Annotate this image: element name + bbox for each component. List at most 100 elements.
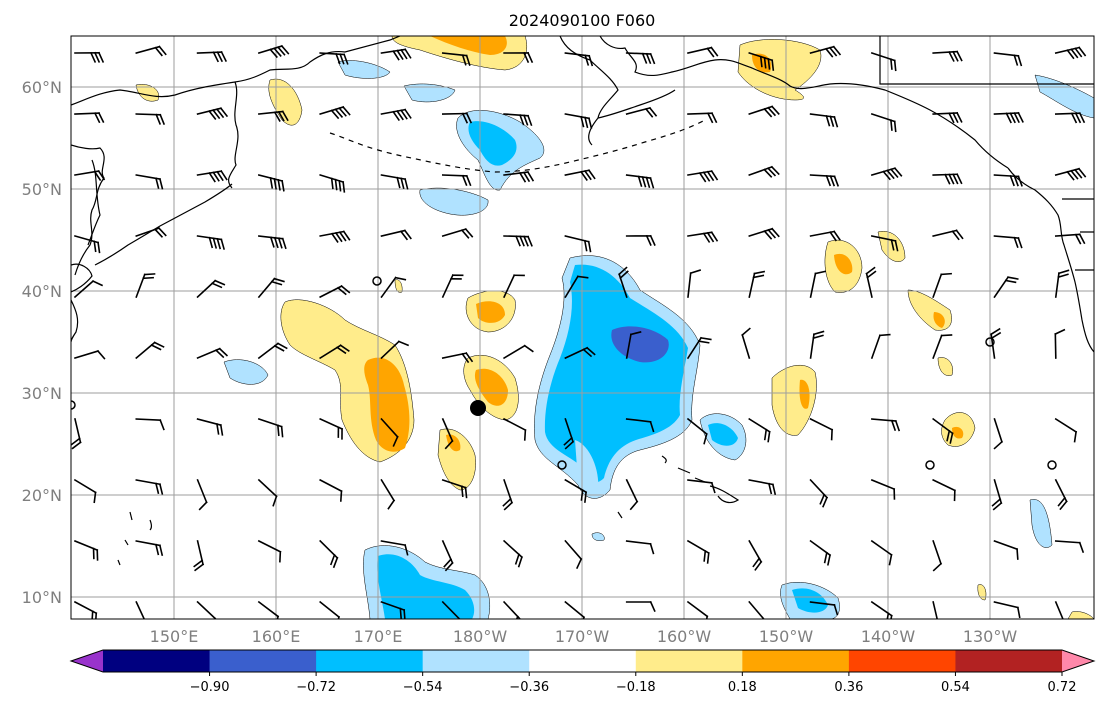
negative-anomaly-patch (223, 359, 269, 385)
lon-label: 150°E (150, 627, 199, 646)
wind-barb (687, 46, 719, 58)
coastline-alaska (599, 36, 1009, 169)
wind-barb (809, 478, 829, 508)
positive-anomaly-patch-core (476, 301, 505, 323)
negative-anomaly-central-core (611, 326, 669, 363)
wind-barb (135, 540, 164, 556)
lon-label: 160°W (657, 627, 712, 646)
wind-barb (196, 235, 225, 250)
coastline-aleutians (329, 119, 706, 173)
positive-anomaly-patch-core (474, 368, 508, 406)
wind-barb (741, 327, 751, 359)
positive-anomaly-patch (135, 84, 160, 102)
wind-barb (932, 50, 963, 62)
wind-barb (319, 417, 344, 440)
wind-barb (932, 111, 963, 124)
wind-barb (625, 174, 655, 189)
wind-barb (1054, 328, 1066, 359)
lat-label: 40°N (22, 282, 62, 301)
wind-barb (687, 269, 702, 298)
coastlines (71, 36, 1094, 566)
wind-barb (319, 344, 350, 360)
lat-label: 30°N (22, 384, 62, 403)
wind-barb (193, 540, 205, 572)
wind-barb (625, 418, 655, 433)
colorbar: −0.90 −0.72 −0.54 −0.36 −0.18 0.18 0.36 0.54 0.7… (69, 649, 1096, 695)
wind-barb (196, 347, 229, 360)
wind-barb (257, 174, 285, 192)
map-panel (71, 36, 1094, 619)
wind-barb (1054, 112, 1086, 124)
wind-barb (380, 174, 409, 190)
lat-label: 50°N (22, 180, 62, 199)
positive-anomaly-patch (394, 279, 403, 293)
wind-barb (686, 336, 712, 360)
wind-barb (1054, 269, 1070, 298)
wind-barb (564, 478, 588, 503)
wind-barb (135, 479, 164, 495)
wind-barb (809, 45, 842, 58)
wind-barb (809, 230, 841, 242)
wind-barb (932, 539, 943, 572)
wind-barb (502, 600, 522, 619)
wind-barb (319, 52, 349, 65)
colorbar-swatch (103, 650, 211, 672)
latitude-labels: 60°N 50°N 40°N 30°N 20°N 10°N (22, 78, 62, 607)
wind-barb (441, 52, 471, 67)
wind-barb (870, 51, 897, 72)
colorbar-swatch (635, 650, 743, 672)
wind-barb (257, 277, 285, 299)
colorbar-outline (69, 649, 1096, 673)
wind-barb (748, 417, 771, 443)
wind-barb (870, 600, 893, 619)
coastline-kamchatka-peninsula (228, 81, 239, 189)
wind-barb (932, 601, 940, 619)
wind-barb (625, 540, 655, 555)
wind-barb (625, 600, 656, 613)
wind-barb (319, 230, 351, 243)
wind-barb (748, 227, 780, 240)
negative-anomaly-south-2-core (792, 588, 828, 613)
positive-anomaly-patch-core (446, 434, 461, 452)
wind-barb (564, 346, 596, 360)
negative-anomaly-patch (708, 423, 738, 446)
lon-label: 180°W (453, 627, 508, 646)
wind-barb (1054, 167, 1087, 181)
positive-anomaly-patch (937, 357, 953, 376)
wind-barb (993, 174, 1023, 187)
positive-anomaly-patch-core (933, 312, 945, 328)
wind-barb (74, 51, 105, 63)
wind-barb (380, 340, 410, 360)
colorbar-tick-label: −0.54 (403, 680, 443, 695)
border-us-mexico (1075, 231, 1094, 271)
wind-barb (748, 600, 766, 619)
wind-barb (257, 44, 290, 59)
wind-barb (74, 112, 105, 124)
wind-barb (73, 539, 99, 561)
wind-barb (809, 113, 839, 128)
positive-anomaly-patch-core (952, 426, 964, 439)
positive-anomaly-patch-core (430, 36, 507, 55)
wind-barb (380, 108, 412, 122)
coastline-hawaii (661, 455, 740, 504)
wind-barb (932, 272, 952, 299)
wind-barb (625, 478, 639, 511)
wind-barb (380, 417, 399, 447)
wind-barb (686, 600, 709, 619)
wind-barb (257, 342, 288, 360)
wind-barb (135, 45, 167, 57)
positive-anomaly-patch (977, 584, 987, 601)
wind-barb (625, 52, 656, 65)
wind-barb (1054, 478, 1068, 511)
wind-barb (74, 169, 106, 182)
wind-barb (870, 539, 893, 566)
wind-barb (380, 276, 407, 299)
shaded-fields (135, 36, 1094, 619)
wind-barb (135, 600, 148, 619)
wind-barb (380, 600, 406, 619)
wind-barb (748, 105, 780, 118)
wind-barb (319, 284, 351, 299)
wind-barb (319, 105, 351, 120)
coastline-kamchatka (71, 36, 401, 106)
wind-barb (196, 107, 229, 121)
